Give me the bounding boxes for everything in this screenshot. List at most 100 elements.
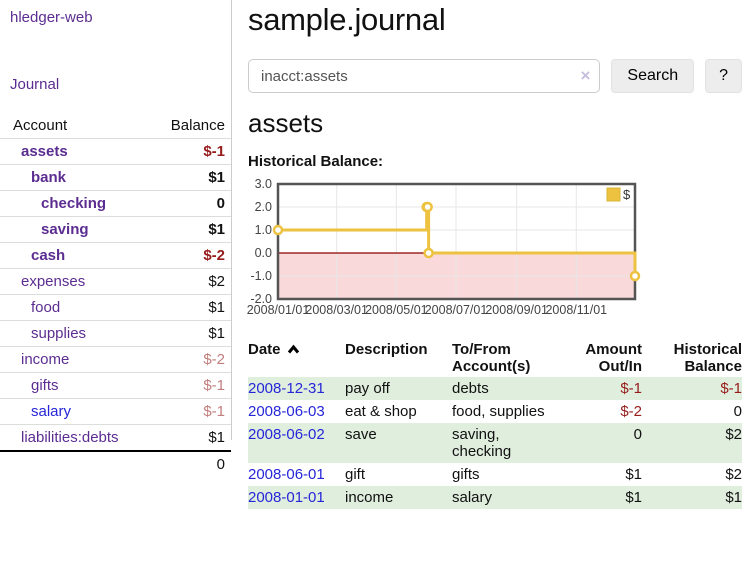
svg-text:2.0: 2.0: [255, 200, 272, 214]
account-link[interactable]: checking: [41, 195, 107, 212]
accounts-total-row: 0: [0, 450, 231, 477]
accounts-total-value: 0: [145, 450, 231, 477]
transaction-date-link[interactable]: 2008-01-01: [248, 489, 325, 506]
account-row: supplies $1: [0, 320, 231, 347]
svg-text:-2.0: -2.0: [250, 292, 272, 306]
account-link[interactable]: food: [31, 299, 61, 316]
transaction-row: 2008-06-02 save saving, checking 0 $2: [248, 423, 742, 463]
account-row: assets $-1: [0, 138, 231, 165]
account-balance: $-1: [145, 138, 231, 165]
amount-cell: 0: [633, 426, 642, 443]
account-balance: $1: [145, 294, 231, 321]
page-title: sample.journal: [248, 2, 446, 37]
svg-text:1.0: 1.0: [255, 223, 272, 237]
account-row: income $-2: [0, 346, 231, 373]
transaction-date-link[interactable]: 2008-06-03: [248, 403, 325, 420]
account-link[interactable]: assets: [21, 143, 68, 160]
account-row: salary $-1: [0, 398, 231, 425]
transaction-date-link[interactable]: 2008-12-31: [248, 380, 325, 397]
account-link[interactable]: bank: [31, 169, 67, 186]
historical-balance-chart: $3.0 2.0 1.0 0.0 -1.0 -2.0 2008/01/01 2008/03/0…: [247, 177, 742, 319]
account-row: saving $1: [0, 216, 231, 243]
sidebar-nav: Journal: [0, 76, 231, 93]
register-col-amount: Amount Out/In: [585, 341, 642, 375]
account-link[interactable]: liabilities:debts: [21, 429, 119, 446]
transaction-date-link[interactable]: 2008-06-01: [248, 466, 325, 483]
balance-cell: $1: [725, 489, 742, 506]
brand-link[interactable]: hledger-web: [10, 9, 93, 26]
register-header-row: Date Description To/From Account(s) Amou…: [248, 339, 742, 377]
account-name-cell: bank: [0, 164, 146, 191]
svg-text:-1.0: -1.0: [250, 269, 272, 283]
account-link[interactable]: gifts: [31, 377, 59, 394]
date-cell: 2008-06-01: [248, 463, 345, 486]
register-table-body: 2008-12-31 pay off debts $-1 $-1 2008-06-03 ea…: [248, 377, 742, 509]
app-layout: hledger-web Journal Account Balance asse…: [0, 0, 742, 509]
account-heading: assets: [248, 108, 324, 138]
svg-text:2008/03/01: 2008/03/01: [305, 303, 368, 317]
svg-text:2008/07/01: 2008/07/01: [425, 303, 488, 317]
accounts-col-account: Account: [13, 117, 68, 134]
search-button[interactable]: Search: [611, 59, 695, 93]
sort-ascending-icon: [287, 344, 299, 354]
main-content: sample.journal × Search ? assets Histori…: [232, 0, 742, 509]
account-balance: $1: [145, 216, 231, 243]
accounts-cell: food, supplies: [452, 403, 545, 420]
search-box: ×: [248, 59, 601, 93]
transaction-row: 2008-01-01 income salary $1 $1: [248, 486, 742, 509]
svg-text:0.0: 0.0: [255, 246, 272, 260]
register-table: Date Description To/From Account(s) Amou…: [248, 339, 742, 509]
balance-cell: $-1: [720, 380, 742, 397]
account-name-cell: food: [0, 294, 146, 321]
account-row: gifts $-1: [0, 372, 231, 399]
transaction-date-link[interactable]: 2008-06-02: [248, 426, 325, 443]
account-name-cell: cash: [0, 242, 146, 269]
balance-cell: 0: [733, 403, 742, 420]
description-cell: eat & shop: [345, 403, 417, 420]
chart-legend: $: [606, 187, 631, 202]
balance-cell: $2: [725, 426, 742, 443]
description-cell: gift: [345, 466, 366, 483]
account-balance: $1: [145, 164, 231, 191]
amount-cell: $-2: [620, 403, 642, 420]
svg-text:2008/09/01: 2008/09/01: [485, 303, 548, 317]
account-row: checking 0: [0, 190, 231, 217]
account-balance: $2: [145, 268, 231, 295]
amount-cell: $-1: [620, 380, 642, 397]
account-link[interactable]: income: [21, 351, 70, 368]
register-col-description: Description: [345, 341, 428, 358]
account-name-cell: saving: [0, 216, 146, 243]
accounts-cell: gifts: [452, 466, 480, 483]
account-link[interactable]: expenses: [21, 273, 86, 290]
transaction-row: 2008-06-01 gift gifts $1 $2: [248, 463, 742, 486]
account-link[interactable]: supplies: [31, 325, 87, 342]
account-name-cell: checking: [0, 190, 146, 217]
account-link[interactable]: saving: [41, 221, 89, 238]
accounts-table-body: assets $-1 bank $1 checking 0 saving $1 cash $-2 e…: [0, 138, 231, 451]
chart-title: Historical Balance:: [248, 153, 384, 170]
accounts-cell: salary: [452, 489, 493, 506]
transaction-row: 2008-06-03 eat & shop food, supplies $-2 0: [248, 400, 742, 423]
date-cell: 2008-06-02: [248, 423, 345, 463]
sidebar: hledger-web Journal Account Balance asse…: [0, 0, 232, 477]
account-row: liabilities:debts $1: [0, 424, 231, 451]
account-name-cell: salary: [0, 398, 146, 425]
account-balance: $1: [145, 320, 231, 347]
account-name-cell: supplies: [0, 320, 146, 347]
accounts-total-spacer: [0, 450, 146, 477]
account-link[interactable]: salary: [31, 403, 72, 420]
accounts-cell: debts: [452, 380, 489, 397]
account-balance: $-2: [145, 346, 231, 373]
search-form: × Search ?: [248, 59, 742, 93]
nav-journal-link[interactable]: Journal: [10, 76, 60, 93]
search-input[interactable]: [248, 59, 601, 93]
description-cell: income: [345, 489, 394, 506]
account-balance: $-1: [145, 372, 231, 399]
account-name-cell: assets: [0, 138, 146, 165]
account-row: expenses $2: [0, 268, 231, 295]
accounts-header-row: Account Balance: [0, 113, 231, 139]
account-link[interactable]: cash: [31, 247, 66, 264]
clear-search-icon[interactable]: ×: [580, 66, 591, 85]
register-col-accounts: To/From Account(s): [452, 341, 531, 375]
help-button[interactable]: ?: [705, 59, 742, 93]
